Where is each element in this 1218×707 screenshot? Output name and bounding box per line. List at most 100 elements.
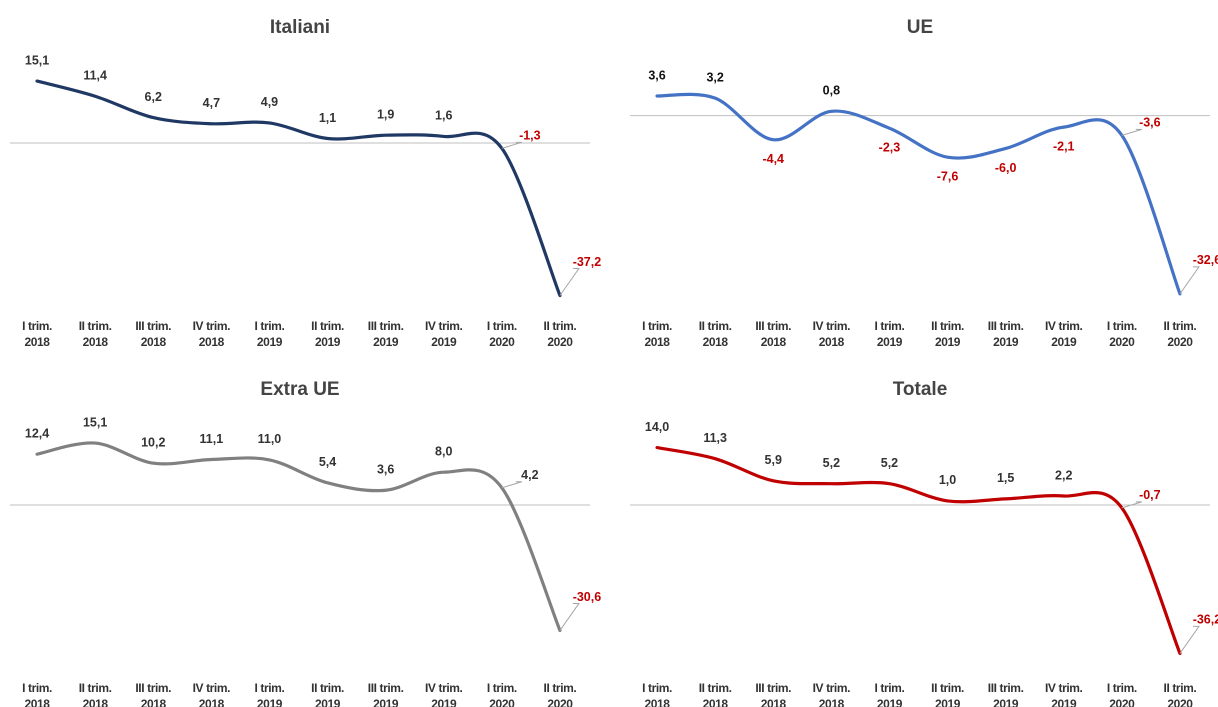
x-tick-label: I trim. 2020	[1107, 681, 1137, 707]
x-tick-label: IV trim. 2019	[425, 319, 463, 349]
line	[35, 441, 562, 633]
x-tick-label: I trim. 2018	[22, 319, 52, 349]
value-label: 12,4	[25, 426, 49, 440]
x-tick-label: II trim. 2018	[699, 319, 732, 349]
value-label: 10,2	[141, 435, 165, 449]
value-label: 8,0	[435, 444, 452, 458]
x-tick-label: II trim. 2019	[931, 681, 964, 707]
leader-line	[559, 268, 580, 296]
value-label: 5,2	[881, 456, 898, 470]
value-label: 3,6	[377, 463, 394, 477]
x-tick-label: III trim. 2019	[988, 681, 1024, 707]
x-tick-label: II trim. 2020	[1164, 319, 1197, 349]
x-tick-label: I trim. 2018	[22, 681, 52, 707]
leader-line	[559, 602, 580, 631]
leader-line	[1179, 266, 1200, 295]
x-tick-label: II trim. 2019	[311, 319, 344, 349]
value-label: 5,9	[765, 453, 782, 467]
value-label: -36,2	[1193, 613, 1218, 627]
x-tick-label: I trim. 2018	[642, 681, 672, 707]
chart-title: Italiani	[270, 17, 330, 38]
value-label: 0,8	[823, 84, 840, 98]
chart-title: Totale	[893, 379, 948, 400]
value-label: 15,1	[83, 415, 107, 429]
value-label: 1,9	[377, 108, 394, 122]
x-tick-label: IV trim. 2018	[813, 319, 851, 349]
leader-line	[1179, 625, 1200, 654]
leader-line	[1121, 501, 1142, 509]
chart-title: UE	[907, 17, 933, 38]
x-tick-label: II trim. 2020	[544, 319, 577, 349]
value-label: 2,2	[1055, 468, 1072, 482]
value-label: -1,3	[519, 129, 541, 143]
value-label: 11,1	[200, 432, 224, 446]
value-label: 1,6	[435, 109, 452, 123]
x-tick-label: III trim. 2019	[368, 681, 404, 707]
x-tick-label: II trim. 2018	[79, 681, 112, 707]
chart-panel: UE I trim. 2018 II trim. 2018 III trim. 2018 IV…	[630, 17, 1218, 349]
value-label: 3,6	[648, 68, 665, 82]
value-label: -6,0	[995, 161, 1017, 175]
value-label: -4,4	[762, 152, 784, 166]
chart-panel: Totale I trim. 2018 II trim. 2018 III trim. 20…	[630, 379, 1218, 707]
value-label: 14,0	[645, 420, 669, 434]
x-tick-label: I trim. 2020	[487, 681, 517, 707]
value-label: 4,2	[521, 468, 538, 482]
value-label: 1,1	[319, 111, 336, 125]
value-label: -30,6	[573, 590, 602, 604]
chart-panel: Extra UE I trim. 2018 II trim. 2018 III trim.…	[10, 379, 601, 707]
x-tick-label: II trim. 2018	[79, 319, 112, 349]
x-tick-label: I trim. 2019	[875, 681, 905, 707]
x-tick-label: IV trim. 2018	[813, 681, 851, 707]
leader-line	[1121, 128, 1142, 136]
chart-panel: Italiani I trim. 2018 II trim. 2018 III trim.…	[10, 17, 601, 349]
value-label: -0,7	[1139, 488, 1161, 502]
value-label: 5,2	[823, 456, 840, 470]
value-label: 1,0	[939, 473, 956, 487]
value-label: 1,5	[997, 471, 1014, 485]
x-tick-label: IV trim. 2018	[193, 681, 231, 707]
value-label: 11,0	[258, 432, 282, 446]
x-tick-label: I trim. 2019	[255, 319, 285, 349]
x-tick-label: I trim. 2019	[255, 681, 285, 707]
value-label: 11,4	[83, 69, 107, 83]
value-label: 5,4	[319, 455, 336, 469]
value-label: -32,6	[1193, 253, 1218, 267]
value-label: -2,1	[1053, 139, 1075, 153]
value-label: -7,6	[937, 170, 959, 184]
chart-title: Extra UE	[260, 379, 339, 400]
leader-line	[501, 141, 522, 149]
x-tick-label: I trim. 2018	[642, 319, 672, 349]
x-tick-label: III trim. 2018	[755, 319, 791, 349]
x-tick-label: IV trim. 2019	[1045, 319, 1083, 349]
x-tick-label: IV trim. 2018	[193, 319, 231, 349]
value-label: 4,9	[261, 95, 278, 109]
value-label: 15,1	[25, 53, 49, 67]
x-tick-label: IV trim. 2019	[1045, 681, 1083, 707]
x-tick-label: III trim. 2018	[135, 319, 171, 349]
x-tick-label: III trim. 2018	[135, 681, 171, 707]
value-label: -37,2	[573, 255, 602, 269]
x-tick-label: I trim. 2020	[1107, 319, 1137, 349]
value-label: -3,6	[1139, 116, 1161, 130]
x-tick-label: II trim. 2019	[931, 319, 964, 349]
leader-line	[501, 481, 522, 489]
x-tick-label: II trim. 2020	[544, 681, 577, 707]
line	[655, 92, 1182, 296]
x-tick-label: IV trim. 2019	[425, 681, 463, 707]
x-tick-label: I trim. 2019	[875, 319, 905, 349]
x-tick-label: III trim. 2019	[368, 319, 404, 349]
line	[35, 79, 562, 298]
value-label: 4,7	[203, 96, 220, 110]
x-tick-label: II trim. 2020	[1164, 681, 1197, 707]
x-tick-label: I trim. 2020	[487, 319, 517, 349]
value-label: -2,3	[879, 141, 901, 155]
value-label: 3,2	[706, 70, 723, 84]
value-label: 11,3	[703, 431, 727, 445]
x-tick-label: III trim. 2019	[988, 319, 1024, 349]
x-tick-label: II trim. 2018	[699, 681, 732, 707]
x-tick-label: III trim. 2018	[755, 681, 791, 707]
value-label: 6,2	[145, 90, 162, 104]
line	[655, 446, 1182, 656]
